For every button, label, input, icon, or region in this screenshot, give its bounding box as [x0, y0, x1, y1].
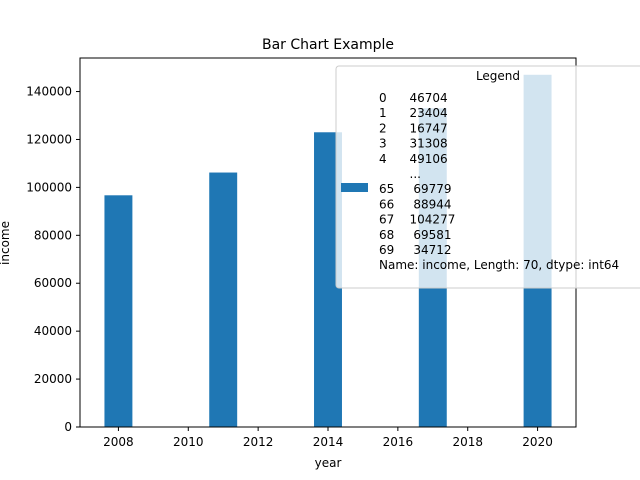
legend-line: 0 46704 [379, 91, 448, 105]
y-axis-label: income [0, 221, 12, 265]
legend-line: 2 16747 [379, 121, 448, 135]
legend-title: Legend [476, 69, 520, 83]
legend-line: 69 34712 [379, 243, 452, 257]
y-tick-label-120000: 120000 [26, 132, 72, 146]
x-tick-label-2010: 2010 [173, 435, 204, 449]
x-tick-label-2018: 2018 [452, 435, 483, 449]
legend-box [335, 65, 640, 289]
x-tick-label-2014: 2014 [313, 435, 344, 449]
y-tick-label-80000: 80000 [34, 228, 72, 242]
x-tick-label-2020: 2020 [522, 435, 553, 449]
y-tick-label-20000: 20000 [34, 372, 72, 386]
y-tick-label-40000: 40000 [34, 324, 72, 338]
y-tick-label-100000: 100000 [26, 180, 72, 194]
chart-title: Bar Chart Example [262, 37, 394, 53]
x-tick-label-2008: 2008 [103, 435, 134, 449]
y-tick-label-140000: 140000 [26, 85, 72, 99]
legend-line: Name: income, Length: 70, dtype: int64 [379, 258, 619, 272]
y-tick-label-0: 0 [64, 420, 72, 434]
x-axis-ticks: 2008 2010 2012 2014 2016 2018 2020 [103, 427, 553, 449]
legend-line: 66 88944 [379, 197, 452, 211]
legend-line: 67 104277 [379, 213, 455, 227]
legend-line: 65 69779 [379, 182, 452, 196]
y-tick-label-60000: 60000 [34, 276, 72, 290]
y-axis-ticks: 0 20000 40000 60000 80000 100000 120000 140000 [26, 85, 80, 434]
x-tick-label-2016: 2016 [383, 435, 414, 449]
bar-2008 [104, 195, 133, 427]
legend-line: 1 23404 [379, 106, 448, 120]
bar-2011 [209, 172, 238, 427]
legend-swatch [341, 183, 368, 192]
x-tick-label-2012: 2012 [243, 435, 274, 449]
legend-line: ... [379, 167, 421, 181]
legend-line: 3 31308 [379, 137, 448, 151]
legend-line: 68 69581 [379, 228, 452, 242]
x-axis-label: year [315, 456, 342, 470]
legend-line: 4 49106 [379, 152, 448, 166]
